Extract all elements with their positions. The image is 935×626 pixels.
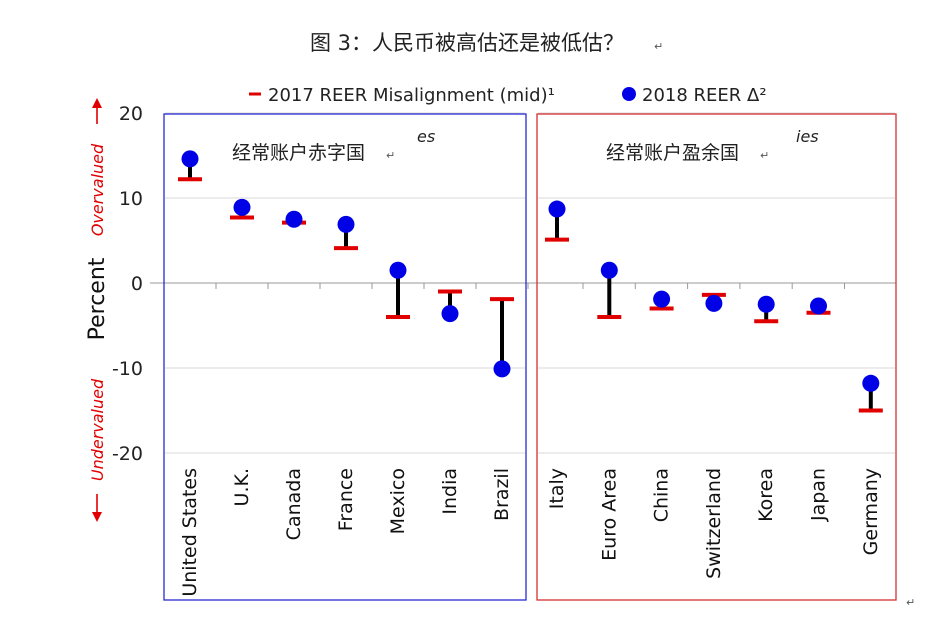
legend-2017-label: 2017 REER Misalignment (mid)¹ bbox=[268, 85, 555, 106]
marker-2018 bbox=[181, 150, 199, 168]
surplus-group-label: 经常账户盈余国 bbox=[606, 142, 739, 164]
marker-2018 bbox=[653, 290, 671, 308]
deficit-group-box bbox=[163, 113, 527, 601]
legend-2018-label: 2018 REER Δ² bbox=[642, 85, 767, 106]
y-axis: 20 10 0 -10 -20 bbox=[112, 103, 896, 465]
y-axis-title: Percent bbox=[85, 257, 110, 340]
x-category-label: Switzerland bbox=[703, 468, 725, 579]
y-tick-label: 10 bbox=[119, 188, 143, 210]
x-category-label: China bbox=[651, 468, 673, 522]
up-arrow-icon bbox=[92, 98, 102, 108]
marker-2018 bbox=[810, 297, 827, 315]
marker-2018 bbox=[441, 305, 459, 323]
surplus-group-box bbox=[536, 113, 897, 601]
legend-2018-dot-icon bbox=[622, 87, 636, 101]
x-category-label: Canada bbox=[283, 468, 305, 540]
legend: 2017 REER Misalignment (mid)¹ 2018 REER … bbox=[249, 85, 767, 106]
marker-2018 bbox=[548, 200, 566, 218]
undervalued-label: Undervalued bbox=[88, 378, 107, 481]
y-tick-label: 0 bbox=[131, 273, 143, 295]
x-category-label: Brazil bbox=[491, 468, 513, 521]
overvalued-label: Overvalued bbox=[88, 143, 107, 236]
marker-2018 bbox=[233, 198, 251, 216]
x-axis-labels: United States U.K. Canada France Mexico India… bbox=[179, 468, 882, 597]
x-category-label: United States bbox=[179, 468, 201, 597]
x-category-label: Italy bbox=[546, 468, 568, 509]
undervalued-annotation: Undervalued bbox=[88, 378, 107, 522]
overvalued-annotation: Overvalued bbox=[88, 98, 107, 236]
marker-2018 bbox=[757, 295, 775, 313]
x-category-label: Mexico bbox=[387, 468, 409, 534]
marker-2018 bbox=[493, 360, 511, 378]
deficit-group-note: es bbox=[417, 127, 435, 146]
y-tick-label: 20 bbox=[119, 103, 143, 125]
marker-2018 bbox=[600, 261, 618, 279]
surplus-group-note: ies bbox=[796, 127, 819, 146]
x-category-label: India bbox=[439, 468, 461, 515]
deficit-return-mark: ↵ bbox=[386, 149, 395, 162]
x-category-label: Germany bbox=[860, 468, 882, 555]
return-mark: ↵ bbox=[654, 40, 663, 53]
marker-2018 bbox=[337, 215, 355, 233]
gridlines bbox=[165, 112, 895, 454]
y-tick-label: -20 bbox=[112, 443, 143, 465]
corner-return-mark: ↵ bbox=[906, 596, 915, 609]
x-category-label: Japan bbox=[808, 468, 830, 522]
data-marks bbox=[178, 150, 883, 413]
x-category-label: Korea bbox=[755, 468, 777, 522]
x-category-label: France bbox=[335, 468, 357, 531]
marker-2018 bbox=[285, 210, 303, 228]
x-category-label: Euro Area bbox=[598, 468, 620, 561]
chart-title: 图 3：人民币被高估还是被低估？ bbox=[310, 31, 624, 55]
surplus-return-mark: ↵ bbox=[760, 149, 769, 162]
deficit-group-label: 经常账户赤字国 bbox=[232, 142, 365, 164]
marker-2018 bbox=[389, 261, 407, 279]
marker-2018 bbox=[862, 374, 880, 392]
y-tick-label: -10 bbox=[112, 358, 143, 380]
down-arrow-icon bbox=[92, 512, 102, 522]
marker-2018 bbox=[705, 294, 723, 312]
x-category-label: U.K. bbox=[231, 468, 253, 506]
